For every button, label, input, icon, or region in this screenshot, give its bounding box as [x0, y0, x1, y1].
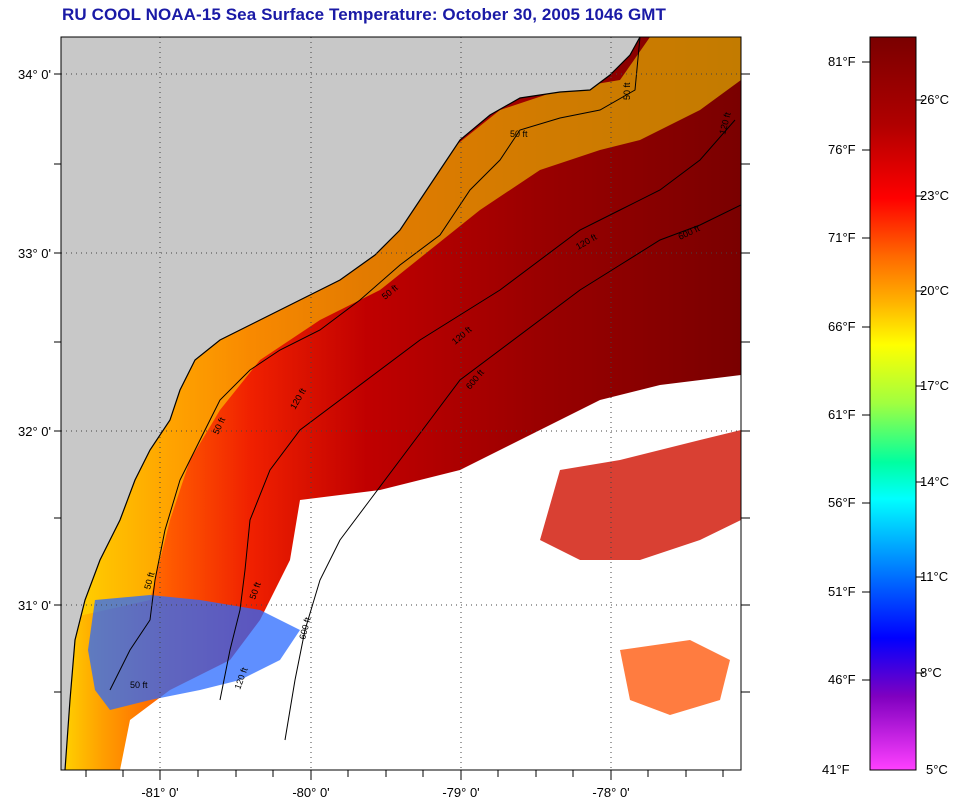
- map-frame: [60, 36, 742, 771]
- land-area: [61, 37, 640, 770]
- contour-label: 50 ft: [130, 680, 148, 690]
- fahrenheit-label: 46°F: [828, 672, 856, 687]
- lat-tick-label: 31° 0': [18, 598, 51, 613]
- map-title: RU COOL NOAA-15 Sea Surface Temperature:…: [62, 5, 667, 24]
- coastal-cool-band: [61, 37, 741, 620]
- celsius-label: 26°C: [920, 92, 950, 107]
- fahrenheit-label: 76°F: [828, 142, 856, 157]
- warm-patch: [540, 430, 741, 560]
- celsius-label: 8°C: [920, 665, 942, 680]
- lon-tick-label: -81° 0': [141, 785, 178, 800]
- lon-tick-label: -78° 0': [592, 785, 629, 800]
- cold-water-patch: [88, 595, 300, 710]
- graticule: [61, 37, 741, 770]
- fahrenheit-label: 71°F: [828, 230, 856, 245]
- warm-patch-small: [620, 640, 730, 715]
- contour-label: 50 ft: [510, 129, 528, 139]
- fahrenheit-label: 51°F: [828, 584, 856, 599]
- fahrenheit-label: 56°F: [828, 495, 856, 510]
- lon-tick-label: -79° 0': [442, 785, 479, 800]
- fahrenheit-label: 41°F: [822, 762, 850, 777]
- lat-tick-label: 34° 0': [18, 67, 51, 82]
- tick-marks: [54, 73, 750, 780]
- celsius-label: 23°C: [920, 188, 950, 203]
- celsius-label: 20°C: [920, 283, 950, 298]
- fahrenheit-label: 81°F: [828, 54, 856, 69]
- celsius-label: 11°C: [920, 569, 949, 584]
- colorbar-ticks: [862, 61, 924, 681]
- coastline: [64, 37, 641, 770]
- contour-120ft: [219, 119, 736, 701]
- celsius-label: 17°C: [920, 378, 950, 393]
- contour-600ft: [284, 204, 741, 741]
- contour-label: 50 ft: [142, 571, 156, 591]
- contour-50ft: [109, 37, 641, 691]
- colorbar: [869, 36, 917, 771]
- contour-label: 50 ft: [622, 82, 632, 100]
- lat-tick-label: 33° 0': [18, 246, 51, 261]
- celsius-label: 5°C: [926, 762, 948, 777]
- lon-tick-label: -80° 0': [292, 785, 329, 800]
- fahrenheit-label: 66°F: [828, 319, 856, 334]
- lat-tick-label: 32° 0': [18, 424, 51, 439]
- fahrenheit-label: 61°F: [828, 407, 856, 422]
- celsius-label: 14°C: [920, 474, 950, 489]
